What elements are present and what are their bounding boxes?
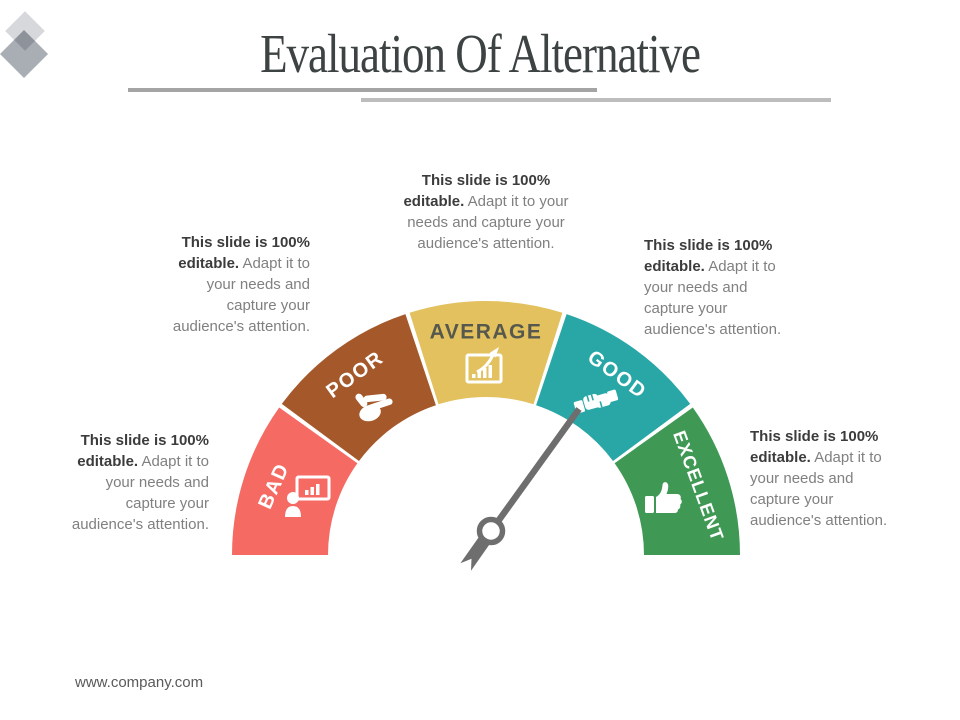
gauge-segment-good	[536, 314, 691, 461]
callout-top-center: This slide is 100% editable. Adapt it to…	[402, 170, 570, 254]
growth-chart-icon	[465, 347, 503, 384]
gauge-needle	[460, 407, 582, 571]
callout-upper-right: This slide is 100% editable. Adapt it to…	[644, 235, 796, 340]
callout-normal-text: Adapt it to your needs and capture your …	[644, 258, 782, 338]
title-underline-primary	[128, 88, 597, 92]
callout-lower-left: This slide is 100% editable. Adapt it to…	[57, 430, 209, 535]
callout-normal-text: Adapt it to your needs and capture your …	[750, 449, 888, 529]
gauge-label-average: AVERAGE	[430, 321, 543, 344]
slide-title: Evaluation Of Alternative	[260, 23, 701, 85]
gauge-segment-excellent	[614, 407, 740, 555]
callout-upper-left: This slide is 100% editable. Adapt it to…	[158, 232, 310, 337]
callout-normal-text: Adapt it to your needs and capture your …	[71, 453, 209, 533]
callout-bold-text: This slide is 100% editable.	[644, 237, 773, 275]
handshake-icon	[573, 389, 619, 414]
title-underline-secondary	[361, 98, 831, 102]
callout-bold-text: This slide is 100% editable.	[77, 432, 209, 470]
callout-bold-text: This slide is 100% editable.	[178, 234, 310, 272]
gauge-segment-average	[409, 301, 563, 405]
gauge-segment-poor	[281, 314, 436, 461]
presentation-icon	[285, 475, 331, 517]
callout-lower-right: This slide is 100% editable. Adapt it to…	[750, 426, 902, 531]
footer-company-url: www.company.com	[75, 674, 204, 691]
callout-bold-text: This slide is 100% editable.	[750, 428, 879, 466]
callout-bold-text: This slide is 100% editable.	[403, 172, 551, 210]
giving-hand-icon	[355, 393, 393, 422]
gauge-segment-bad	[232, 407, 358, 555]
needle-shaft	[482, 407, 582, 541]
callout-normal-text: Adapt it to your needs and capture your …	[407, 193, 569, 252]
callout-normal-text: Adapt it to your needs and capture your …	[172, 255, 310, 335]
thumbs-up-icon	[645, 482, 682, 513]
needle-tail	[460, 537, 490, 571]
needle-pivot-ring	[476, 516, 506, 546]
